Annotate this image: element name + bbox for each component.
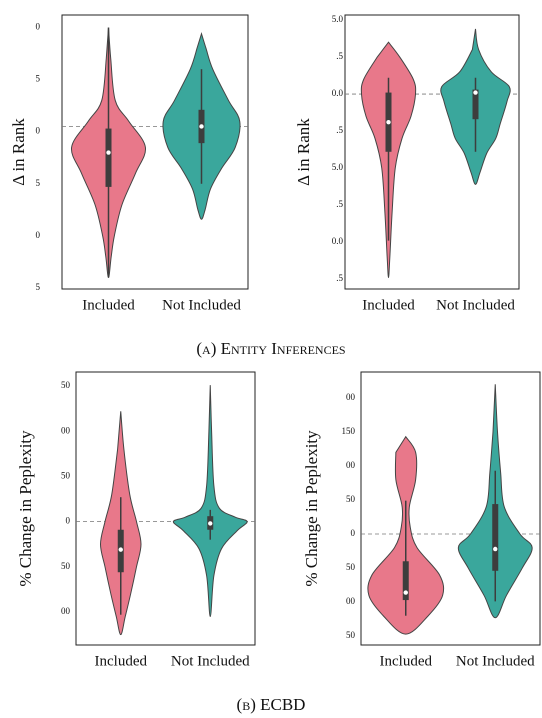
y-tick-label: 00 bbox=[346, 392, 356, 402]
x-tick-label: Not Included bbox=[436, 297, 515, 313]
y-tick-label: 0.0 bbox=[332, 88, 344, 98]
plot-frame bbox=[344, 14, 520, 290]
box bbox=[492, 504, 499, 571]
plot-frame bbox=[75, 371, 256, 646]
y-tick-label: 5 bbox=[36, 74, 41, 84]
y-axis-label: % Change in Peplexity bbox=[16, 430, 35, 587]
y-tick-label: 5.0 bbox=[332, 14, 344, 24]
y-tick-label: 50 bbox=[61, 380, 71, 390]
median bbox=[199, 124, 204, 129]
y-tick-label: 0 bbox=[66, 516, 71, 526]
y-tick-label: 50 bbox=[61, 561, 71, 571]
y-tick-label: 0.0 bbox=[332, 236, 344, 246]
x-tick-label: Included bbox=[380, 653, 433, 669]
y-axis-label: % Change in Peplexity bbox=[302, 430, 321, 587]
median bbox=[386, 119, 391, 125]
plot-frame bbox=[61, 14, 249, 290]
y-tick-label: 00 bbox=[346, 596, 356, 606]
plot-frame bbox=[360, 371, 541, 646]
y-tick-label: 0 bbox=[36, 22, 41, 32]
x-tick-label: Included bbox=[82, 297, 135, 313]
violin bbox=[172, 385, 248, 618]
y-axis-label: Δ in Rank bbox=[9, 118, 28, 186]
y-tick-label: .5 bbox=[336, 51, 343, 61]
y-tick-label: 150 bbox=[342, 426, 356, 436]
median bbox=[493, 546, 498, 552]
x-tick-label: Not Included bbox=[162, 297, 241, 313]
box bbox=[402, 561, 409, 601]
box bbox=[472, 89, 479, 120]
y-tick-label: 00 bbox=[61, 425, 71, 435]
y-tick-label: 0 bbox=[36, 126, 41, 136]
y-tick-label: 50 bbox=[346, 562, 356, 572]
median bbox=[403, 590, 408, 595]
caption: (b) ECBD bbox=[237, 695, 306, 714]
y-tick-label: 00 bbox=[346, 460, 356, 470]
y-tick-label: .5 bbox=[336, 125, 343, 135]
y-tick-label: 50 bbox=[61, 470, 71, 480]
y-tick-label: 00 bbox=[61, 606, 71, 616]
y-tick-label: .5 bbox=[336, 199, 343, 209]
caption: (a) Entity Inferences bbox=[196, 339, 345, 358]
x-tick-label: Not Included bbox=[456, 653, 535, 669]
y-tick-label: .5 bbox=[336, 273, 343, 283]
median bbox=[473, 90, 478, 95]
median bbox=[106, 150, 111, 155]
x-tick-label: Not Included bbox=[171, 653, 250, 669]
y-tick-label: 5 bbox=[36, 282, 41, 292]
x-tick-label: Included bbox=[95, 653, 148, 669]
y-tick-label: 5.0 bbox=[332, 162, 344, 172]
x-tick-label: Included bbox=[362, 297, 415, 313]
y-tick-label: 50 bbox=[346, 630, 356, 640]
y-tick-label: 50 bbox=[346, 494, 356, 504]
y-tick-label: 5 bbox=[36, 178, 41, 188]
y-tick-label: 0 bbox=[36, 230, 41, 240]
y-tick-label: 0 bbox=[351, 528, 356, 538]
median bbox=[208, 521, 213, 526]
box bbox=[105, 128, 112, 187]
y-axis-label: Δ in Rank bbox=[294, 118, 313, 186]
median bbox=[118, 547, 123, 552]
